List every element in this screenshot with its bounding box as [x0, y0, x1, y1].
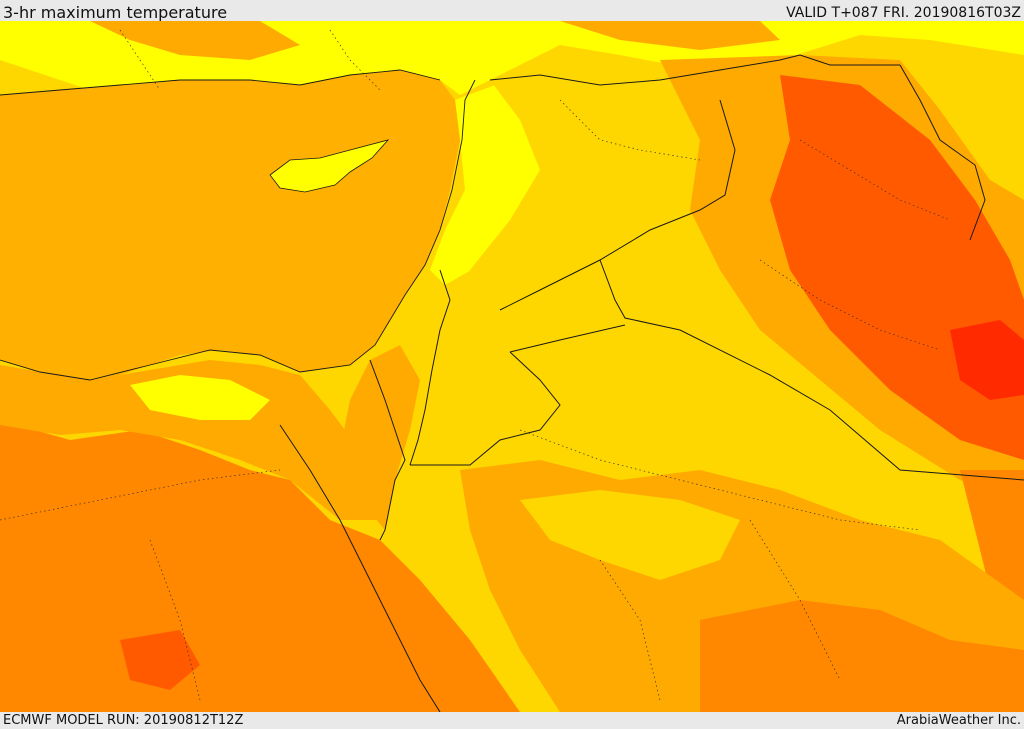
model-run-label: ECMWF MODEL RUN: 20190812T12Z	[3, 713, 244, 728]
footer-bar	[0, 712, 1024, 729]
zone-egypt-amber	[0, 360, 390, 520]
valid-time: VALID T+087 FRI. 20190816T03Z	[786, 5, 1021, 21]
zone-sinai-amber	[340, 345, 420, 530]
credit-label: ArabiaWeather Inc.	[896, 713, 1021, 728]
zone-iraq-red	[950, 320, 1024, 400]
zone-north-amber	[90, 21, 300, 60]
zone-persian-orange	[960, 470, 1024, 600]
zone-egypt-deep	[120, 630, 200, 690]
zone-egypt-orange	[0, 420, 440, 712]
country-borders	[279, 54, 1024, 712]
zone-north-amber-2	[560, 21, 780, 50]
temperature-map[interactable]	[0, 21, 1024, 712]
zone-saudi-orange	[700, 600, 1024, 712]
header-bar	[0, 0, 1024, 21]
province-lines	[0, 29, 951, 701]
coastlines	[0, 69, 476, 381]
cyprus-island	[269, 139, 390, 193]
zone-nile-yellow	[130, 375, 270, 420]
zone-syria-gold	[470, 60, 720, 300]
zone-saudi-gold	[520, 490, 740, 580]
map-title: 3-hr maximum temperature	[3, 3, 228, 22]
mediterranean-sea	[0, 70, 460, 380]
zone-red-sea-coast	[330, 520, 520, 712]
